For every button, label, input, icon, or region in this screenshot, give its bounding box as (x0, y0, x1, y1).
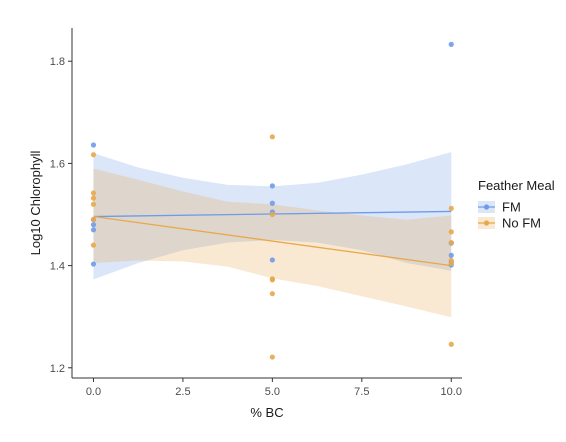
point-fm (448, 252, 454, 258)
x-tick-label: 0.0 (86, 386, 101, 398)
legend-dot-no-fm (483, 220, 490, 226)
y-tick-label: 1.8 (50, 56, 65, 68)
point-fm (90, 227, 97, 233)
point-no-fm (90, 242, 97, 248)
legend-label-fm: FM (502, 200, 521, 215)
legend-title: Feather Meal (478, 178, 555, 193)
point-no-fm (448, 229, 454, 235)
point-no-fm (269, 291, 275, 297)
point-no-fm (90, 190, 97, 196)
point-no-fm (448, 239, 454, 246)
point-fm (269, 257, 275, 263)
point-no-fm (448, 205, 454, 211)
legend-dot-fm (483, 204, 490, 210)
point-fm (448, 41, 454, 47)
x-tick-label: 2.5 (175, 386, 190, 398)
y-axis-ticks: 1.2 1.4 1.6 1.8 (50, 56, 72, 375)
point-no-fm (90, 201, 97, 207)
y-tick-label: 1.2 (50, 363, 65, 375)
point-no-fm (90, 217, 97, 223)
legend-key-fm (478, 201, 495, 213)
x-axis-ticks: 0.0 2.5 5.0 7.5 10.0 (86, 378, 462, 398)
point-fm (269, 183, 275, 189)
point-fm (90, 261, 97, 267)
point-no-fm (269, 134, 275, 140)
ci-band-no-fm (93, 168, 452, 318)
point-no-fm (448, 341, 454, 347)
point-fm (90, 222, 97, 228)
x-tick-label: 7.5 (354, 386, 369, 398)
x-tick-label: 10.0 (441, 386, 462, 398)
point-no-fm (269, 211, 275, 218)
point-no-fm (269, 354, 275, 360)
point-no-fm (269, 277, 275, 283)
point-no-fm (448, 260, 454, 267)
x-axis-title: % BC (250, 405, 283, 420)
legend-label-no-fm: No FM (502, 216, 541, 231)
point-fm (90, 142, 97, 148)
x-tick-label: 5.0 (265, 386, 280, 398)
trend-line-no-fm (93, 215, 452, 267)
y-tick-label: 1.6 (50, 158, 65, 170)
point-no-fm (90, 152, 97, 158)
y-axis-title: Log10 Chlorophyll (28, 150, 43, 255)
data-points (90, 41, 454, 360)
legend-key-no-fm (478, 217, 495, 229)
y-tick-label: 1.4 (50, 261, 65, 273)
point-no-fm (90, 195, 97, 201)
point-fm (269, 200, 275, 206)
